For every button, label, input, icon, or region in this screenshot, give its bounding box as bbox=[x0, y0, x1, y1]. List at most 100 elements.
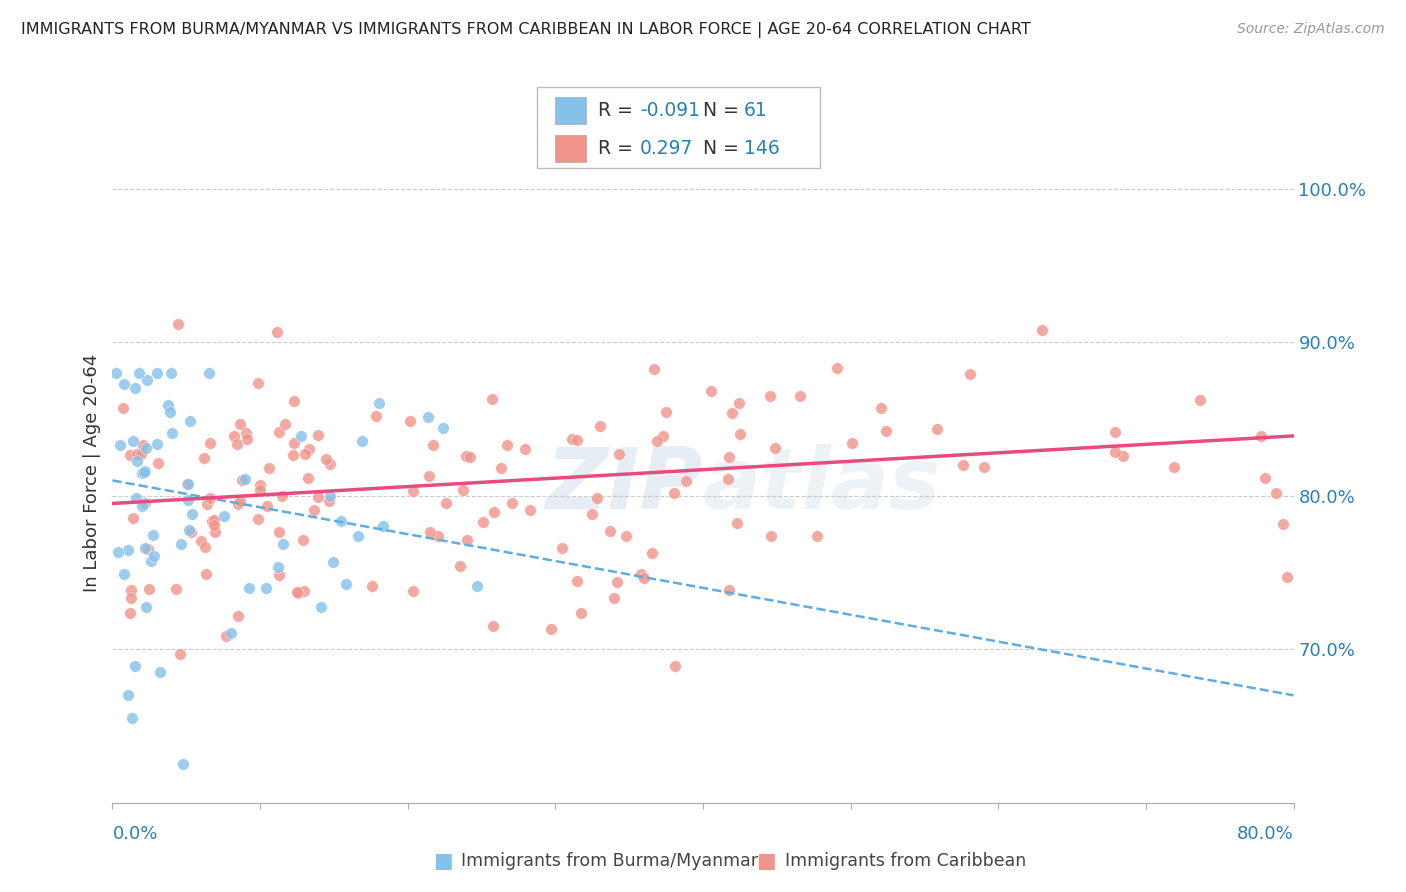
Point bbox=[146, 366, 169, 380]
Point bbox=[281, 448, 304, 462]
Point bbox=[952, 458, 974, 473]
Point bbox=[599, 524, 621, 538]
Point bbox=[1272, 517, 1295, 532]
Point bbox=[664, 659, 686, 673]
Point bbox=[142, 527, 165, 541]
Point bbox=[825, 360, 848, 375]
Point bbox=[759, 388, 782, 402]
Point bbox=[202, 513, 225, 527]
Text: R =: R = bbox=[598, 139, 638, 158]
Point bbox=[318, 494, 340, 508]
Point bbox=[259, 461, 281, 475]
Point bbox=[654, 405, 676, 419]
Point bbox=[120, 591, 142, 605]
Point bbox=[256, 500, 278, 514]
Point bbox=[291, 533, 314, 547]
Point bbox=[662, 485, 685, 500]
Point bbox=[292, 583, 315, 598]
Text: -0.091: -0.091 bbox=[640, 101, 700, 120]
Point bbox=[120, 582, 142, 597]
Text: N =: N = bbox=[703, 101, 745, 120]
Point bbox=[138, 582, 160, 597]
Point bbox=[177, 523, 200, 537]
Point bbox=[222, 428, 245, 442]
Point bbox=[489, 461, 512, 475]
Text: 146: 146 bbox=[744, 139, 779, 158]
Point bbox=[465, 579, 488, 593]
Point bbox=[432, 420, 454, 434]
Point bbox=[869, 401, 891, 415]
Point bbox=[419, 524, 441, 539]
Point bbox=[350, 434, 373, 449]
Point bbox=[422, 438, 444, 452]
Point bbox=[471, 515, 494, 529]
Text: R =: R = bbox=[598, 101, 638, 120]
Point bbox=[311, 599, 333, 614]
Point bbox=[247, 376, 270, 391]
Point bbox=[107, 545, 129, 559]
Point bbox=[202, 517, 225, 532]
Point bbox=[841, 436, 863, 450]
Point bbox=[118, 606, 141, 620]
Point bbox=[614, 529, 637, 543]
Text: Immigrants from Caribbean: Immigrants from Caribbean bbox=[785, 852, 1026, 870]
Point bbox=[1031, 323, 1053, 337]
Point bbox=[368, 395, 391, 409]
Point bbox=[136, 541, 159, 556]
Text: 61: 61 bbox=[744, 101, 768, 120]
Point bbox=[565, 434, 588, 448]
Point bbox=[540, 622, 562, 636]
Text: ZIP: ZIP bbox=[546, 444, 703, 527]
Point bbox=[641, 546, 664, 560]
Point bbox=[717, 450, 740, 464]
Point bbox=[121, 711, 143, 725]
Point bbox=[122, 434, 145, 448]
Text: ■: ■ bbox=[756, 851, 776, 871]
Point bbox=[167, 317, 190, 331]
Point bbox=[176, 476, 198, 491]
Point bbox=[725, 516, 748, 530]
Point bbox=[194, 540, 217, 554]
Point bbox=[193, 451, 215, 466]
Point bbox=[267, 568, 290, 582]
Point bbox=[141, 554, 163, 568]
Point bbox=[371, 518, 394, 533]
Point bbox=[195, 497, 218, 511]
Point bbox=[307, 490, 329, 504]
Point bbox=[254, 581, 277, 595]
Point bbox=[214, 509, 236, 524]
Point bbox=[347, 529, 370, 543]
Point bbox=[180, 508, 202, 522]
Point bbox=[449, 559, 471, 574]
Point bbox=[124, 658, 146, 673]
Point bbox=[249, 478, 271, 492]
Point bbox=[297, 471, 319, 485]
Point bbox=[1265, 486, 1288, 500]
Point bbox=[290, 429, 312, 443]
Point bbox=[128, 366, 150, 380]
Point bbox=[127, 447, 149, 461]
Point bbox=[402, 483, 425, 498]
Point bbox=[105, 366, 128, 380]
Point bbox=[120, 448, 142, 462]
Point bbox=[717, 582, 740, 597]
Text: 0.0%: 0.0% bbox=[112, 825, 157, 843]
Point bbox=[728, 427, 751, 442]
Point bbox=[131, 499, 153, 513]
Point bbox=[267, 560, 290, 574]
Point bbox=[169, 648, 191, 662]
Point bbox=[588, 418, 610, 433]
Point bbox=[451, 483, 474, 497]
Point bbox=[198, 436, 221, 450]
Point bbox=[728, 395, 751, 409]
Point bbox=[283, 394, 305, 409]
Point bbox=[228, 417, 250, 431]
Point bbox=[135, 599, 157, 614]
Point bbox=[699, 384, 721, 399]
Point bbox=[973, 460, 995, 475]
Point bbox=[287, 586, 309, 600]
Text: Source: ZipAtlas.com: Source: ZipAtlas.com bbox=[1237, 22, 1385, 37]
Point bbox=[652, 428, 675, 442]
Text: atlas: atlas bbox=[703, 444, 941, 527]
Point bbox=[329, 515, 352, 529]
